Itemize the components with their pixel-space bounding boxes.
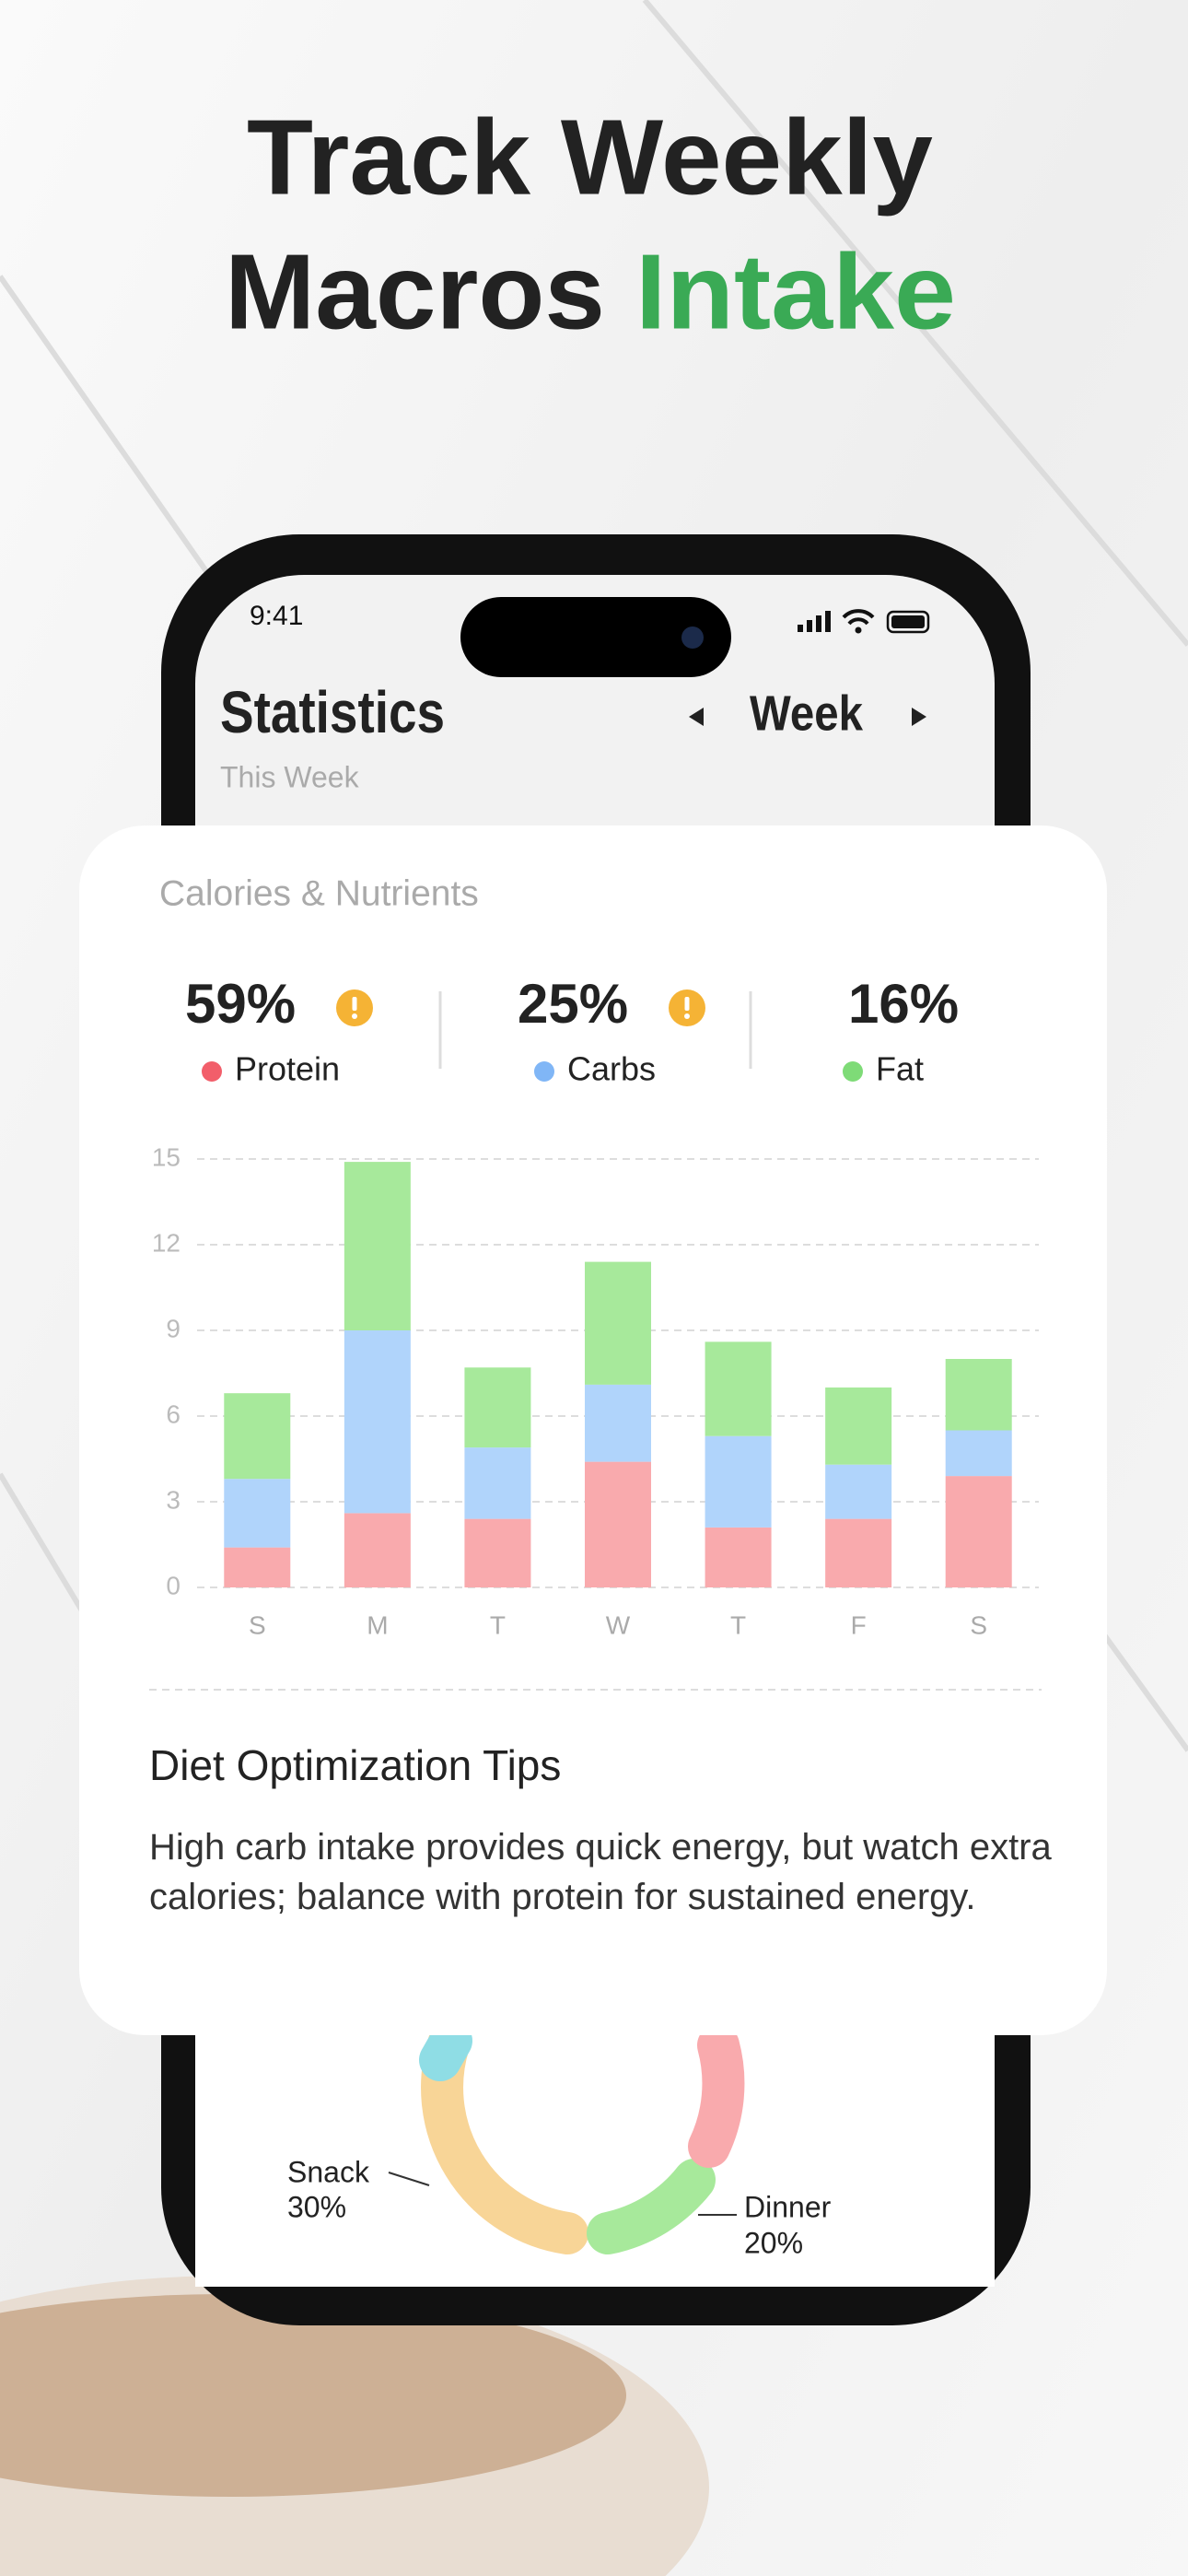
legend-marker (843, 1061, 863, 1082)
card-title: Calories & Nutrients (159, 873, 479, 913)
warning-icon (352, 1013, 357, 1019)
period-selector[interactable]: Week (750, 685, 864, 741)
bar-segment (585, 1261, 651, 1385)
status-time: 9:41 (250, 601, 303, 631)
bar-segment (945, 1359, 1012, 1431)
x-tick-label: M (367, 1610, 388, 1639)
y-tick-label: 3 (166, 1485, 181, 1514)
app-title: Statistics (220, 679, 445, 745)
bar-segment (825, 1464, 892, 1519)
bar-segment (945, 1430, 1012, 1477)
coffee (0, 2294, 626, 2497)
app-subtitle: This Week (220, 760, 360, 793)
bar-segment (585, 1461, 651, 1587)
macro-percent: 59% (185, 973, 296, 1035)
status-icons (798, 609, 930, 634)
x-tick-label: T (490, 1610, 506, 1639)
legend-label: Fat (876, 1050, 924, 1088)
headline-accent: Intake (635, 232, 956, 352)
legend-label: Carbs (567, 1050, 656, 1088)
headline: Macros (225, 232, 605, 352)
dynamic-island (460, 597, 731, 677)
y-tick-label: 15 (152, 1142, 181, 1171)
legend-marker (534, 1061, 554, 1082)
x-tick-label: S (249, 1610, 266, 1639)
bar-segment (464, 1518, 531, 1587)
bar-segment (464, 1367, 531, 1448)
bar-segment (344, 1513, 411, 1587)
tips-text: High carb intake provides quick energy, … (149, 1827, 1052, 1917)
marble-veins (0, 0, 1188, 1937)
bar-segment (705, 1435, 772, 1528)
bar-segment (224, 1393, 291, 1480)
bar-segment (224, 1479, 291, 1548)
macro-percent: 25% (518, 973, 628, 1035)
donut-label: Dinner (744, 2190, 832, 2223)
x-tick-label: W (606, 1610, 631, 1639)
bar-segment (705, 1341, 772, 1436)
x-tick-label: S (970, 1610, 987, 1639)
warning-icon (352, 997, 357, 1011)
bar-segment (224, 1547, 291, 1587)
x-tick-label: F (851, 1610, 867, 1639)
donut-label: Snack (287, 2155, 370, 2188)
legend-marker (202, 1061, 222, 1082)
warning-icon (684, 1013, 690, 1019)
next-arrow[interactable] (912, 708, 926, 726)
camera (681, 626, 704, 649)
bar-segment (825, 1518, 892, 1587)
y-tick-label: 12 (152, 1228, 181, 1257)
y-tick-label: 9 (166, 1314, 181, 1342)
bar-segment (585, 1384, 651, 1462)
bar-segment (344, 1330, 411, 1514)
tips-title: Diet Optimization Tips (149, 1741, 561, 1789)
prev-arrow[interactable] (689, 708, 704, 726)
headline: Track Weekly (247, 98, 933, 217)
bar-segment (464, 1447, 531, 1519)
leader-line (388, 2172, 430, 2186)
donut (419, 2020, 745, 2254)
y-tick-label: 0 (166, 1571, 181, 1599)
donut-label: 30% (287, 2190, 346, 2223)
legend-label: Protein (235, 1050, 340, 1088)
bar-segment (344, 1162, 411, 1330)
bar-segment (705, 1527, 772, 1587)
donut-label: 20% (744, 2226, 803, 2259)
x-tick-label: T (730, 1610, 746, 1639)
macro-percent: 16% (848, 973, 959, 1035)
bar-segment (825, 1388, 892, 1465)
y-tick-label: 6 (166, 1399, 181, 1428)
warning-icon (684, 997, 690, 1011)
bar-segment (945, 1476, 1012, 1587)
